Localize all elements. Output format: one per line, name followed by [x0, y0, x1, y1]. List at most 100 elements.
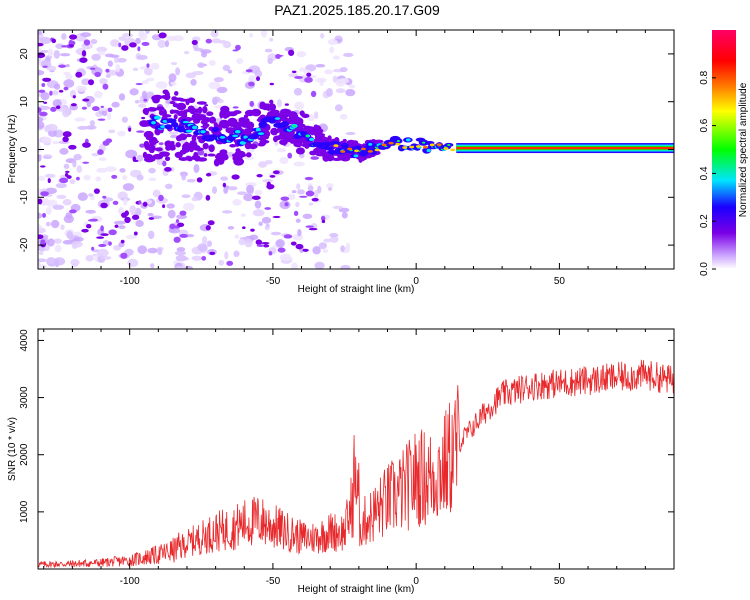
- noise-blob: [134, 207, 142, 216]
- noise-blob: [115, 63, 121, 73]
- noise-blob: [327, 38, 338, 46]
- noise-blob: [172, 35, 184, 42]
- noise-speckle: [146, 63, 150, 68]
- noise-blob: [38, 155, 42, 162]
- noise-blob: [248, 75, 257, 84]
- ridge-hot: [243, 135, 248, 140]
- noise-speckle: [114, 224, 119, 228]
- noise-speckle: [191, 39, 198, 46]
- noise-speckle: [63, 86, 69, 91]
- ridge-scatter: [298, 127, 305, 132]
- ridge-scatter: [207, 153, 216, 157]
- noise-speckle: [111, 174, 118, 179]
- noise-blob: [111, 101, 120, 108]
- ridge-scatter: [165, 142, 174, 149]
- noise-speckle: [269, 175, 276, 178]
- noise-blob: [152, 189, 161, 198]
- noise-blob: [94, 90, 103, 99]
- noise-blob: [164, 40, 170, 48]
- noise-speckle: [62, 131, 72, 138]
- noise-blob: [254, 189, 263, 196]
- spectrogram-y-tick-label: -20: [19, 237, 30, 252]
- noise-blob: [75, 85, 88, 92]
- noise-blob: [48, 129, 57, 137]
- ridge-scatter: [162, 109, 167, 118]
- noise-speckle: [283, 234, 293, 239]
- noise-speckle: [272, 170, 280, 175]
- noise-blob: [185, 72, 197, 79]
- noise-blob: [213, 77, 224, 83]
- ridge-scatter: [150, 145, 155, 154]
- ridge-scatter: [178, 98, 188, 102]
- noise-blob: [168, 73, 177, 82]
- noise-speckle: [164, 167, 172, 172]
- ridge-scatter: [216, 156, 225, 165]
- noise-blob: [122, 183, 135, 191]
- noise-speckle: [288, 49, 295, 56]
- noise-blob: [258, 221, 263, 226]
- noise-blob: [295, 218, 301, 223]
- ridge-scatter: [171, 96, 178, 101]
- noise-speckle: [47, 178, 51, 184]
- noise-blob: [220, 176, 229, 181]
- noise-speckle: [64, 173, 69, 177]
- ridge-scatter: [286, 138, 294, 143]
- noise-speckle: [290, 241, 297, 246]
- noise-blob: [45, 221, 51, 227]
- ridge-scatter: [210, 116, 215, 122]
- ridge-scatter: [155, 106, 165, 111]
- noise-blob: [72, 158, 77, 168]
- noise-blob: [46, 257, 57, 266]
- noise-blob: [223, 186, 229, 194]
- noise-speckle: [305, 225, 314, 228]
- noise-speckle: [70, 103, 77, 107]
- noise-speckle: [55, 105, 61, 110]
- noise-blob: [238, 238, 246, 246]
- ridge-scatter: [322, 153, 333, 158]
- noise-blob: [101, 109, 108, 117]
- noise-speckle: [142, 201, 148, 207]
- noise-speckle: [201, 256, 207, 261]
- ridge-blob: [340, 142, 349, 149]
- noise-blob: [297, 229, 302, 237]
- noise-speckle: [291, 70, 297, 74]
- noise-blob: [38, 47, 42, 53]
- noise-speckle: [280, 196, 290, 201]
- ridge-scatter: [373, 139, 384, 144]
- noise-blob: [343, 52, 354, 57]
- noise-speckle: [41, 83, 46, 87]
- ridge-peak: [305, 134, 309, 137]
- noise-speckle: [38, 198, 43, 205]
- noise-blob: [193, 163, 200, 173]
- ridge-hot: [309, 137, 315, 142]
- noise-speckle: [100, 233, 109, 237]
- noise-blob: [324, 69, 333, 75]
- noise-blob: [147, 247, 158, 254]
- noise-speckle: [205, 225, 211, 231]
- noise-speckle: [87, 79, 95, 86]
- ridge-scatter: [244, 141, 252, 150]
- noise-blob: [123, 198, 128, 206]
- noise-speckle: [277, 247, 286, 253]
- noise-blob: [86, 101, 92, 108]
- noise-blob: [119, 168, 126, 173]
- noise-speckle: [310, 156, 319, 160]
- noise-blob: [52, 140, 60, 145]
- noise-blob: [174, 250, 187, 256]
- noise-blob: [117, 130, 126, 137]
- ridge-scatter: [173, 114, 178, 120]
- noise-blob: [96, 167, 108, 173]
- noise-speckle: [81, 50, 87, 57]
- noise-blob: [69, 179, 76, 185]
- snr-x-tick-label: 50: [554, 576, 566, 587]
- noise-blob: [334, 104, 343, 112]
- noise-blob: [136, 54, 148, 60]
- noise-blob: [296, 51, 307, 58]
- noise-speckle: [82, 98, 90, 102]
- noise-speckle: [61, 45, 68, 48]
- noise-blob: [181, 194, 191, 199]
- noise-blob: [65, 64, 70, 68]
- noise-blob: [38, 264, 47, 269]
- noise-blob: [148, 177, 157, 182]
- noise-speckle: [118, 42, 122, 48]
